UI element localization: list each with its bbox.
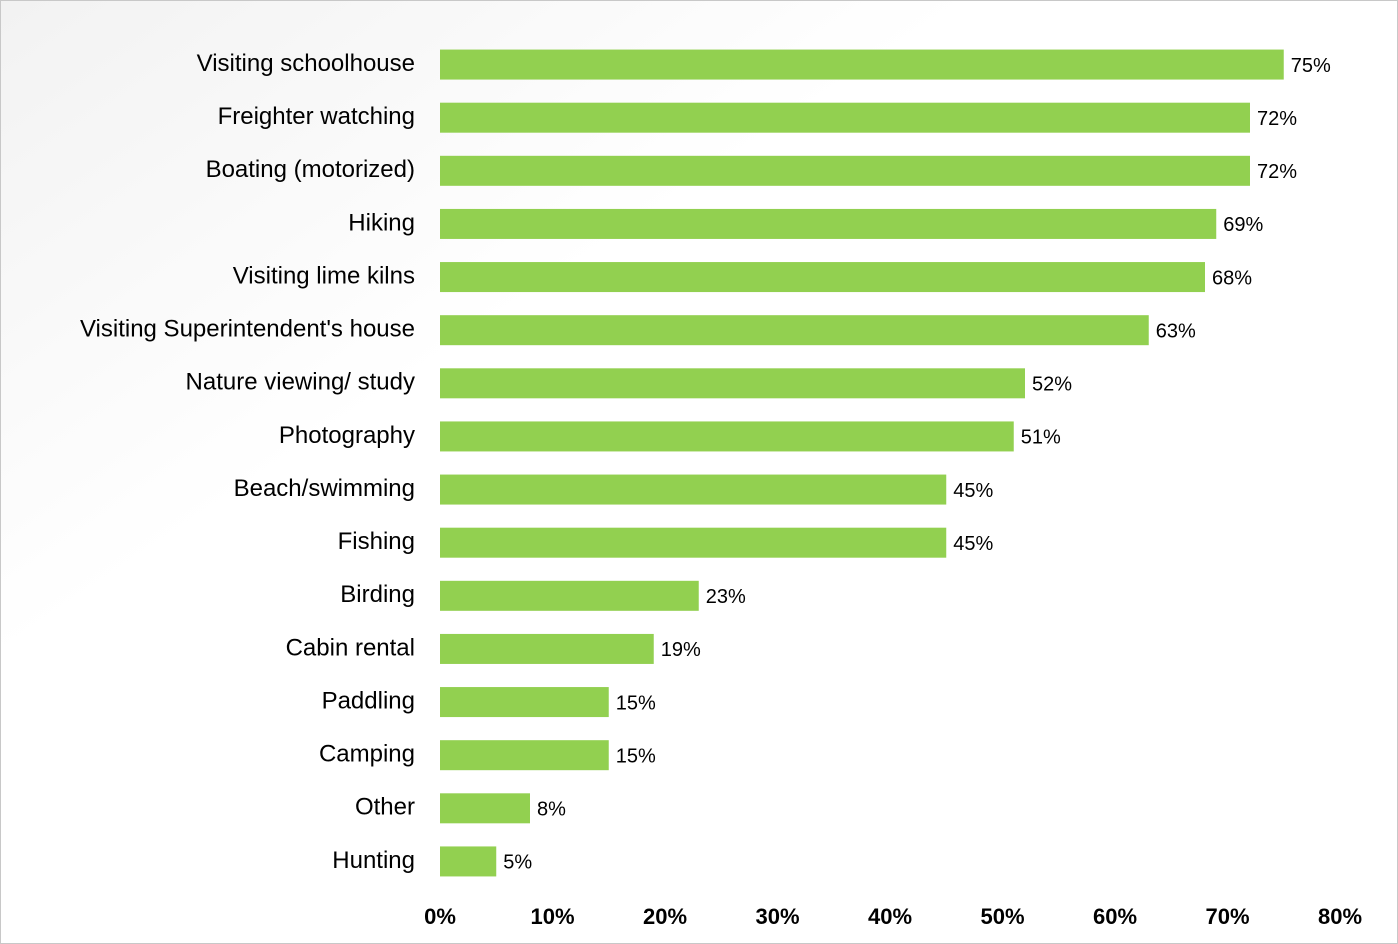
y-tick-label: Cabin rental	[286, 634, 415, 661]
x-tick-label: 70%	[1205, 904, 1249, 929]
y-tick-label: Photography	[279, 422, 415, 449]
value-label: 15%	[616, 745, 656, 767]
y-tick-label: Fishing	[338, 528, 415, 555]
x-tick-label: 30%	[755, 904, 799, 929]
value-label: 72%	[1257, 161, 1297, 183]
bar	[440, 580, 699, 611]
value-label: 45%	[953, 533, 993, 555]
value-label: 52%	[1032, 374, 1072, 396]
y-tick-label: Beach/swimming	[234, 475, 415, 502]
y-tick-label: Visiting schoolhouse	[197, 50, 415, 77]
y-tick-label: Other	[355, 794, 415, 821]
y-tick-label: Boating (motorized)	[206, 156, 415, 183]
x-tick-label: 10%	[530, 904, 574, 929]
bar	[440, 102, 1250, 133]
value-label: 51%	[1021, 427, 1061, 449]
y-tick-label: Hiking	[348, 209, 415, 236]
y-tick-label: Paddling	[322, 687, 415, 714]
value-label: 68%	[1212, 267, 1252, 289]
value-label: 15%	[616, 692, 656, 714]
bar	[440, 421, 1014, 452]
bar	[440, 262, 1205, 293]
bar	[440, 633, 654, 664]
bar	[440, 315, 1149, 346]
bar	[440, 793, 530, 824]
bar	[440, 527, 947, 558]
value-label: 72%	[1257, 108, 1297, 130]
y-tick-label: Visiting Superintendent's house	[80, 316, 415, 343]
value-label: 23%	[706, 586, 746, 608]
bar	[440, 49, 1284, 80]
x-tick-label: 0%	[424, 904, 456, 929]
value-label: 8%	[537, 799, 566, 821]
value-label: 19%	[661, 639, 701, 661]
value-label: 45%	[953, 480, 993, 502]
bar	[440, 474, 947, 505]
y-tick-label: Visiting lime kilns	[233, 262, 415, 289]
x-tick-label: 50%	[980, 904, 1024, 929]
bar	[440, 846, 497, 877]
y-tick-label: Hunting	[332, 847, 415, 874]
y-tick-label: Freighter watching	[218, 103, 415, 130]
bar	[440, 740, 609, 771]
y-tick-label: Nature viewing/ study	[186, 369, 415, 396]
value-label: 75%	[1291, 55, 1331, 77]
value-label: 69%	[1223, 214, 1263, 236]
value-label: 5%	[503, 852, 532, 874]
y-tick-label: Camping	[319, 741, 415, 768]
x-tick-label: 40%	[868, 904, 912, 929]
y-tick-label: Birding	[340, 581, 415, 608]
x-tick-label: 60%	[1093, 904, 1137, 929]
value-label: 63%	[1156, 320, 1196, 342]
bar	[440, 368, 1025, 399]
bar	[440, 687, 609, 718]
bar	[440, 208, 1217, 239]
x-tick-label: 20%	[643, 904, 687, 929]
bar	[440, 155, 1250, 186]
x-tick-label: 80%	[1318, 904, 1362, 929]
